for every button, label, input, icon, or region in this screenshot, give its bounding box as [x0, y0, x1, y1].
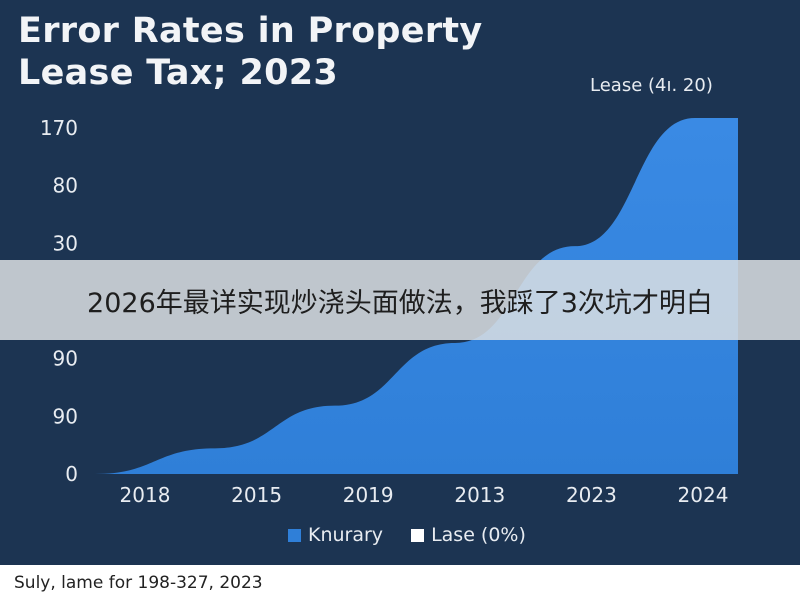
- y-tick-label: 80: [53, 174, 78, 198]
- chart-title: Error Rates in Property Lease Tax; 2023: [18, 11, 483, 93]
- overlay-banner: 2026年最详实现炒浇头面做法，我踩了3次坑才明白: [0, 260, 800, 340]
- legend-label: Knurary: [308, 524, 384, 546]
- chart-legend: Knurary Lase (0%): [288, 524, 526, 546]
- y-tick-label: 0: [65, 462, 78, 486]
- x-tick-label: 2024: [678, 483, 729, 507]
- y-tick-label: 30: [53, 231, 78, 255]
- legend-label: Lase (0%): [431, 524, 526, 546]
- source-note: Suly, lame for 198-327, 2023: [14, 573, 263, 593]
- x-tick-label: 2019: [343, 483, 394, 507]
- y-tick-label: 90: [53, 404, 78, 428]
- series-area-knurary: [95, 118, 738, 474]
- legend-item-knurary: Knurary: [288, 524, 383, 546]
- y-tick-label: 170: [40, 116, 78, 140]
- x-tick-label: 2018: [120, 483, 171, 507]
- y-tick-label: 90: [53, 347, 78, 371]
- legend-swatch: [411, 528, 425, 542]
- x-tick-label: 2013: [454, 483, 505, 507]
- chart-annotation: Lease (4ı. 20): [590, 75, 713, 96]
- overlay-caption: 2026年最详实现炒浇头面做法，我踩了3次坑才明白: [87, 287, 713, 319]
- x-tick-label: 2015: [231, 483, 282, 507]
- x-tick-label: 2023: [566, 483, 617, 507]
- legend-item-lase: Lase (0%): [411, 524, 526, 546]
- area-chart: 170 80 30 90 90 0 2018 2015 2019 2013 2023 2024: [40, 116, 738, 507]
- legend-swatch: [288, 528, 301, 542]
